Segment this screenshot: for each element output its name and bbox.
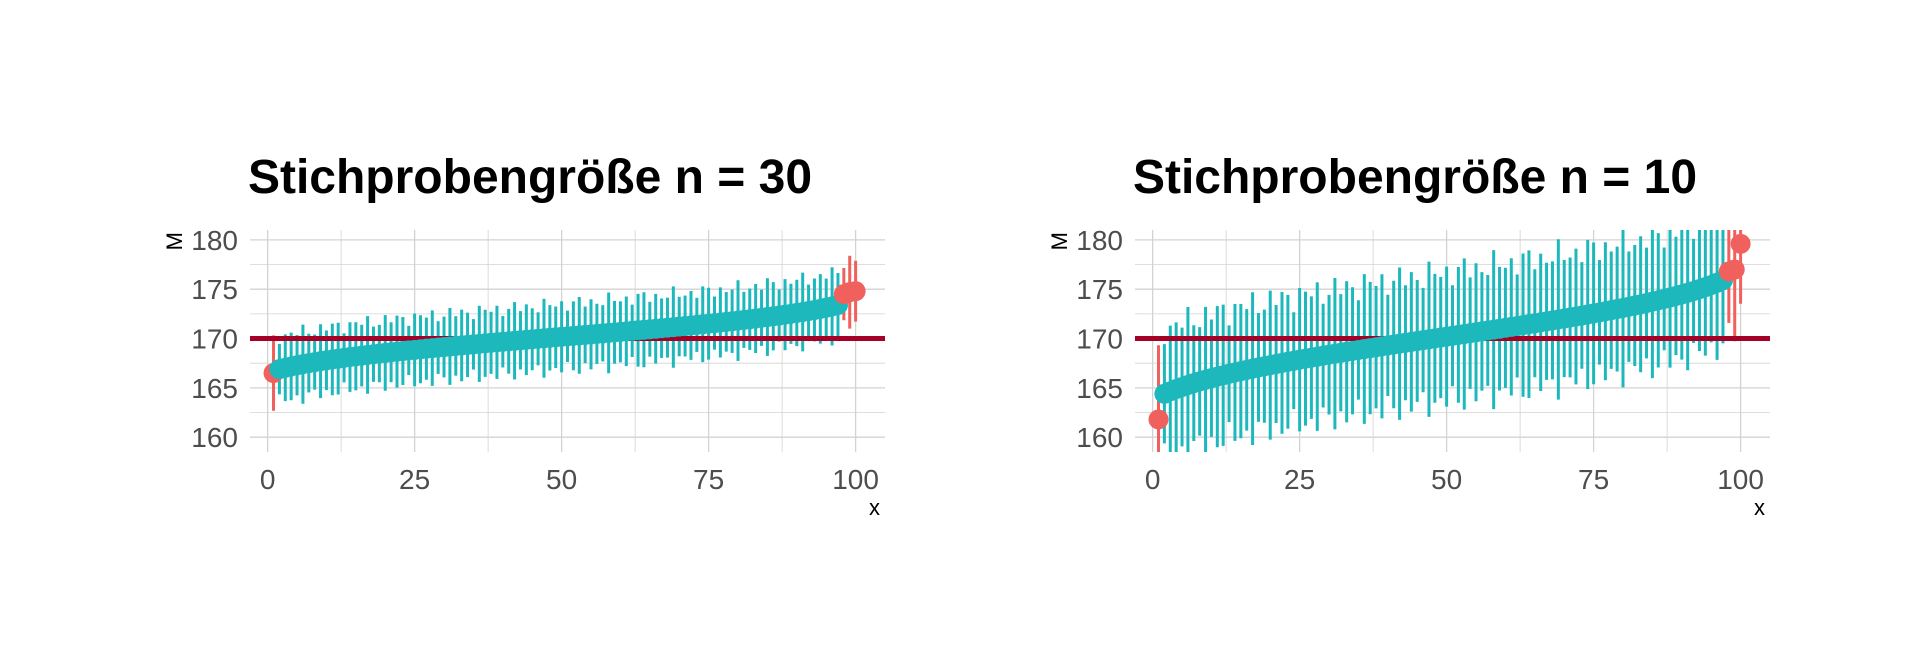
x-tick-label: 75 [693, 464, 724, 495]
y-tick-label: 165 [1076, 373, 1123, 404]
chart-panel-n30: Stichprobengröße n = 30 0 25 50 75 100 160 165… [162, 151, 885, 520]
y-tick-label: 180 [191, 225, 238, 256]
mean-points [263, 281, 866, 384]
x-axis-label: x [1754, 495, 1765, 520]
chart-svg-n10: Stichprobengröße n = 10 0 25 50 75 100 160 165… [1047, 151, 1770, 520]
x-tick-label: 0 [1145, 464, 1161, 495]
mean-point [845, 281, 866, 302]
mean-point [1730, 233, 1751, 254]
x-tick-label: 50 [1431, 464, 1462, 495]
y-axis-label: M [162, 232, 187, 250]
x-tick-label: 25 [399, 464, 430, 495]
chart-svg-n30: Stichprobengröße n = 30 0 25 50 75 100 160 165… [162, 151, 885, 520]
y-tick-label: 175 [191, 274, 238, 305]
x-tick-label: 0 [260, 464, 276, 495]
chart-title: Stichprobengröße n = 30 [248, 151, 812, 204]
x-tick-label: 75 [1578, 464, 1609, 495]
mean-point [1148, 409, 1169, 430]
y-tick-label: 160 [1076, 422, 1123, 453]
y-tick-label: 160 [191, 422, 238, 453]
x-axis-label: x [869, 495, 880, 520]
chart-panel-n10: Stichprobengröße n = 10 0 25 50 75 100 160 165… [885, 0, 1845, 672]
y-tick-label: 170 [1076, 324, 1123, 355]
x-tick-label: 50 [546, 464, 577, 495]
x-tick-label: 100 [1717, 464, 1764, 495]
chart-title: Stichprobengröße n = 10 [1133, 151, 1697, 204]
y-tick-label: 165 [191, 373, 238, 404]
y-tick-label: 175 [1076, 274, 1123, 305]
mean-points [1148, 233, 1751, 430]
y-tick-label: 180 [1076, 225, 1123, 256]
y-tick-label: 170 [191, 324, 238, 355]
mean-point [1724, 259, 1745, 280]
x-tick-label: 100 [832, 464, 879, 495]
y-axis-label: M [1047, 232, 1072, 250]
x-tick-label: 25 [1284, 464, 1315, 495]
